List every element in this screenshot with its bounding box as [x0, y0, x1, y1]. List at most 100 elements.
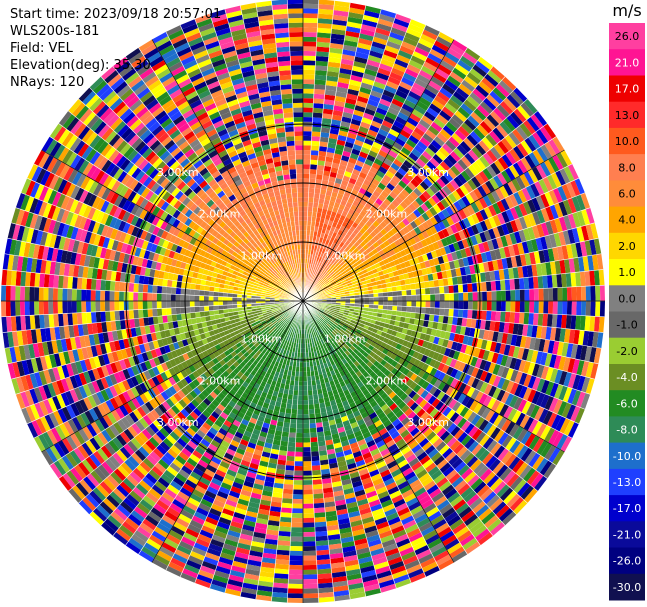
velocity-gate [317, 18, 333, 25]
velocity-gate [384, 45, 400, 55]
velocity-gate [311, 469, 322, 476]
velocity-gate [418, 193, 428, 203]
velocity-gate [455, 87, 470, 100]
velocity-gate [314, 260, 319, 266]
velocity-gate [496, 301, 502, 312]
velocity-gate [303, 367, 307, 372]
velocity-gate [312, 260, 317, 266]
velocity-gate [337, 81, 350, 89]
velocity-gate [332, 109, 344, 117]
velocity-gate [384, 137, 395, 146]
velocity-gate [395, 137, 406, 147]
velocity-gate [324, 194, 332, 201]
velocity-gate [315, 174, 323, 180]
velocity-gate [303, 201, 309, 207]
velocity-gate [548, 301, 554, 315]
velocity-gate [387, 301, 393, 306]
velocity-gate [482, 291, 487, 301]
velocity-gate [362, 163, 372, 171]
velocity-gate [317, 155, 326, 162]
velocity-gate [331, 24, 347, 31]
velocity-gate [303, 13, 319, 19]
velocity-gate [402, 295, 407, 301]
velocity-gate [295, 432, 303, 438]
velocity-gate [334, 95, 347, 103]
velocity-gate [469, 92, 483, 105]
velocity-gate [431, 44, 447, 56]
velocity-gate [426, 160, 437, 171]
velocity-gate [328, 257, 334, 263]
velocity-gate [288, 437, 296, 443]
velocity-gate [452, 67, 467, 80]
velocity-gate [312, 235, 317, 241]
velocity-gate [336, 86, 349, 94]
velocity-gate [339, 261, 346, 267]
velocity-gate [365, 64, 379, 73]
velocity-gate [303, 414, 310, 419]
velocity-gate [314, 74, 327, 81]
velocity-gate [406, 117, 419, 127]
velocity-gate [311, 216, 317, 222]
velocity-gate [346, 254, 353, 260]
velocity-gate [510, 289, 516, 301]
velocity-gate [425, 307, 431, 315]
velocity-gate [303, 527, 316, 533]
velocity-gate [294, 461, 303, 467]
velocity-gate [310, 285, 315, 290]
velocity-gate [557, 301, 563, 315]
velocity-gate [457, 106, 471, 119]
velocity-gate [369, 166, 379, 175]
velocity-gate [428, 103, 442, 114]
velocity-gate [500, 311, 506, 323]
velocity-gate [421, 115, 434, 126]
velocity-gate [395, 89, 408, 100]
velocity-gate [303, 574, 318, 580]
velocity-gate [316, 164, 325, 171]
velocity-gate [463, 99, 477, 112]
velocity-gate [352, 143, 363, 152]
velocity-gate [306, 225, 311, 231]
velocity-gate [433, 136, 446, 147]
velocity-gate [378, 296, 384, 301]
velocity-gate [329, 215, 336, 222]
velocity-gate [345, 30, 360, 38]
velocity-gate [538, 288, 544, 301]
velocity-gate [425, 57, 440, 69]
velocity-gate [458, 292, 464, 301]
velocity-gate [311, 264, 315, 270]
velocity-gate [303, 480, 313, 485]
velocity-gate [283, 484, 294, 490]
velocity-gate [506, 94, 521, 109]
velocity-gate [492, 87, 507, 101]
velocity-gate [328, 133, 339, 140]
velocity-gate [312, 202, 319, 208]
velocity-gate [438, 315, 444, 324]
velocity-gate [312, 117, 323, 123]
velocity-gate [303, 564, 318, 570]
velocity-gate [336, 264, 342, 270]
velocity-gate [303, 131, 312, 137]
velocity-gate [344, 35, 359, 43]
velocity-gate [404, 121, 417, 131]
velocity-gate [467, 301, 473, 310]
velocity-gate [353, 61, 367, 69]
velocity-gate [401, 176, 411, 186]
velocity-gate [451, 132, 464, 145]
velocity-gate [453, 147, 465, 159]
velocity-gate [356, 244, 363, 251]
velocity-gate [287, 597, 303, 603]
velocity-gate [318, 198, 325, 205]
ray-separator [302, 9, 382, 302]
velocity-gate [318, 8, 334, 15]
velocity-gate [443, 308, 450, 317]
velocity-gate [424, 313, 430, 321]
velocity-gate [310, 274, 314, 279]
velocity-gate [303, 107, 314, 113]
velocity-gate [375, 153, 386, 163]
velocity-gate [404, 185, 414, 195]
velocity-gate [487, 70, 502, 84]
velocity-gate [333, 105, 345, 112]
velocity-gate [429, 287, 435, 295]
velocity-gate [590, 301, 596, 317]
velocity-gate [284, 469, 295, 476]
